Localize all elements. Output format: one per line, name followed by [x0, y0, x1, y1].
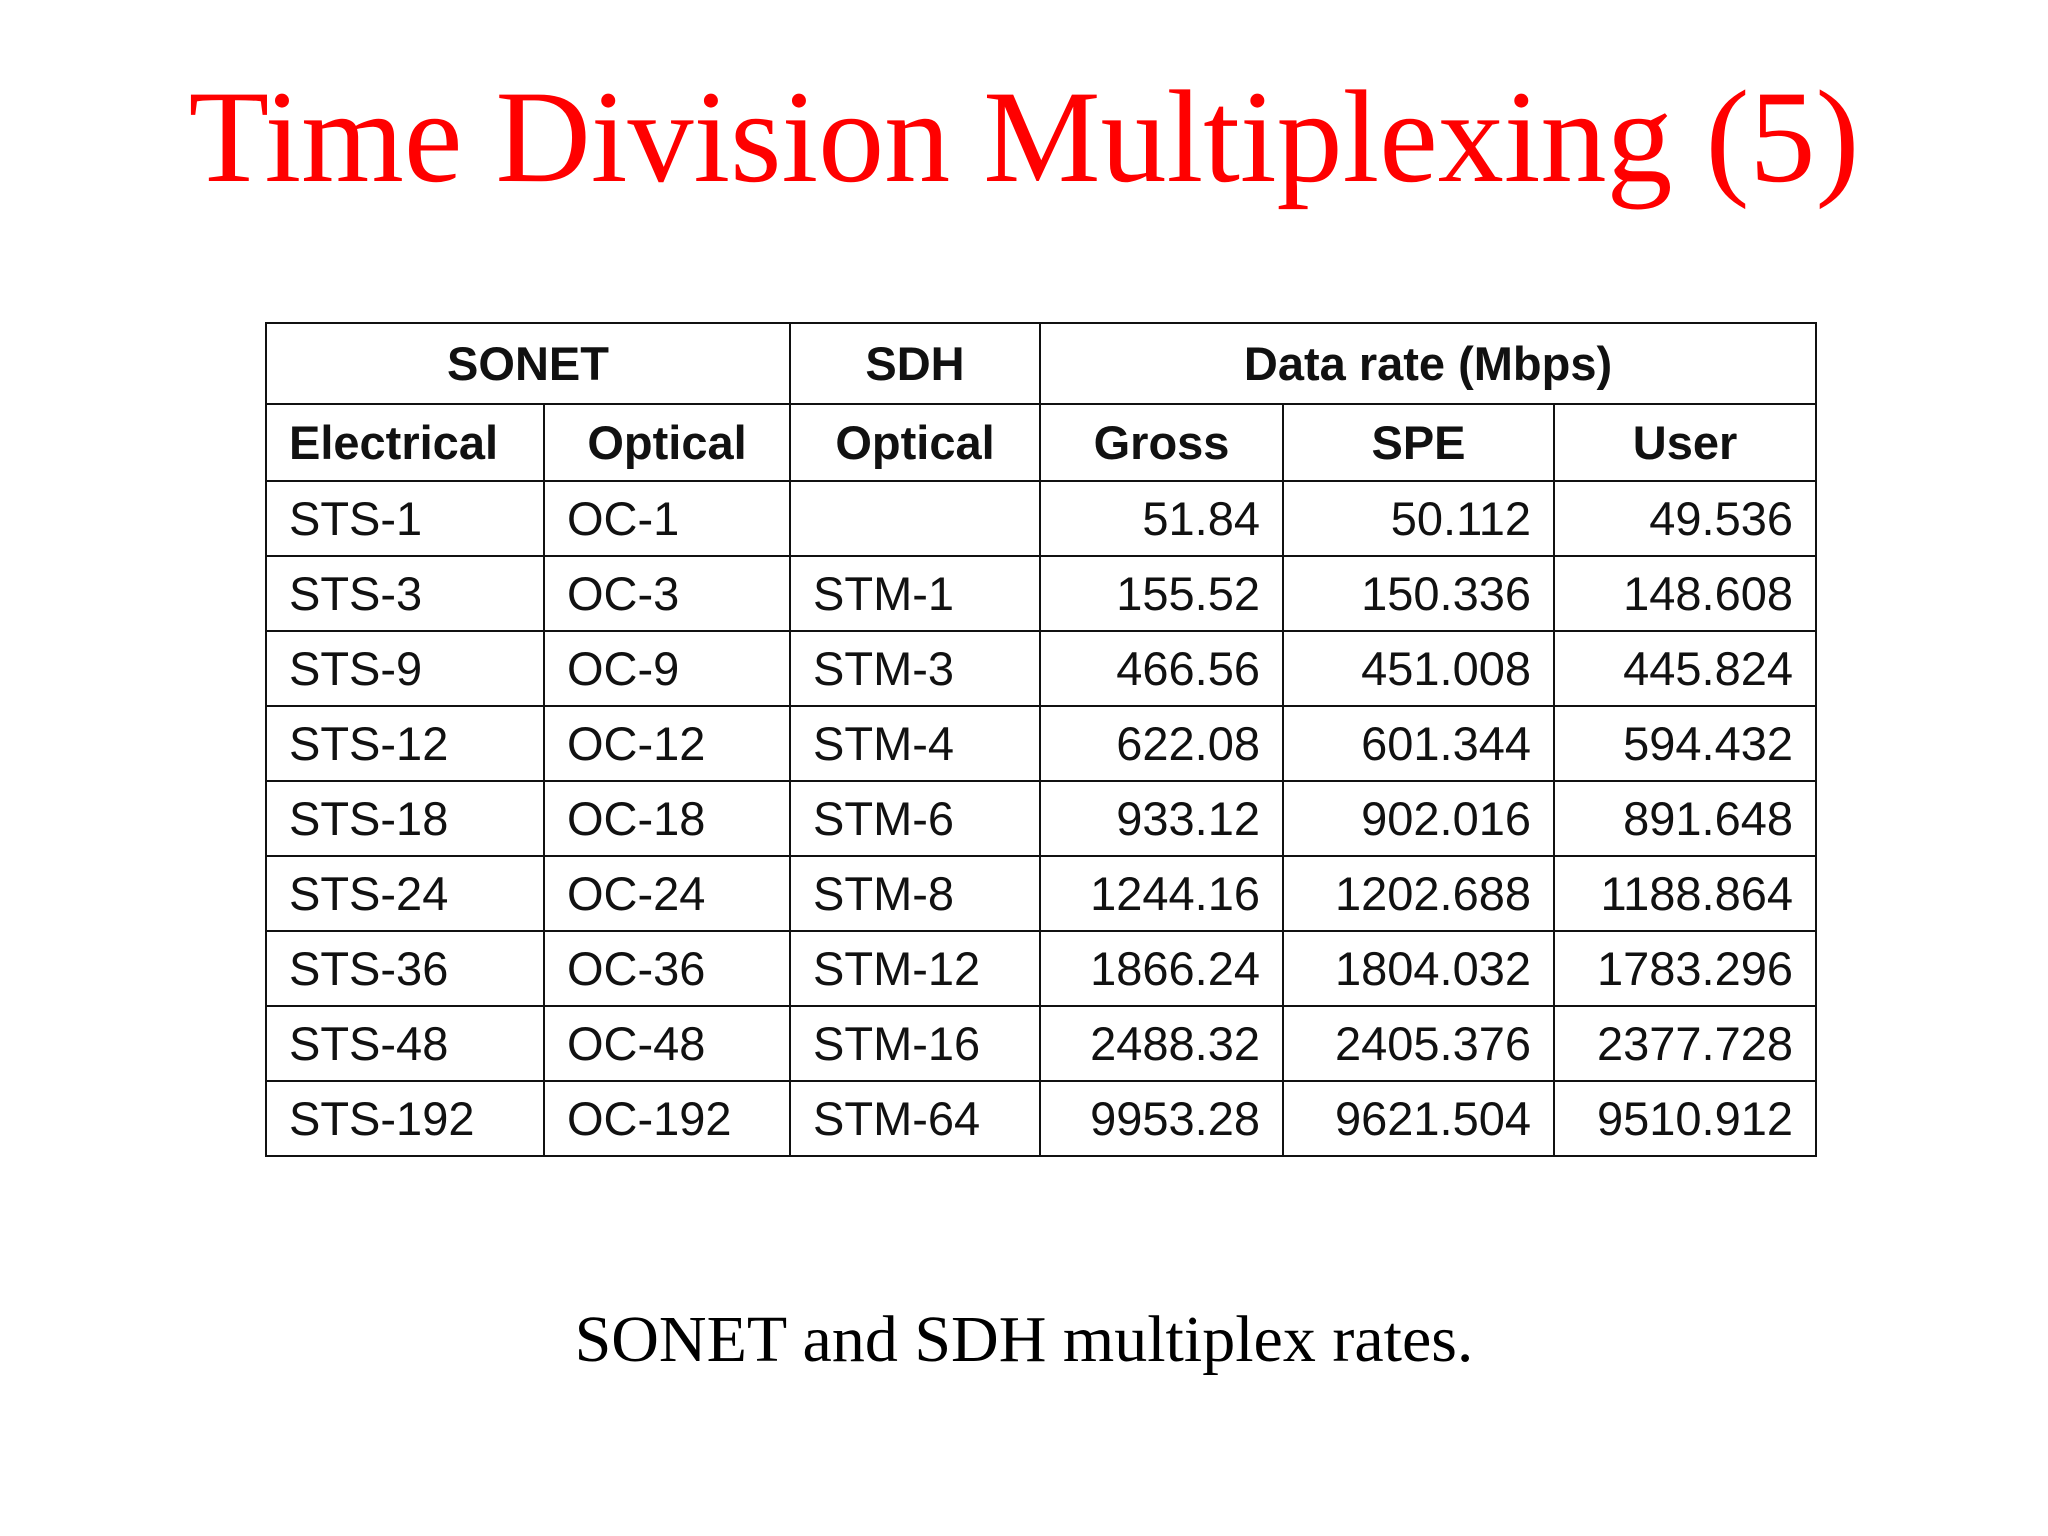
- header-electrical: Electrical: [265, 403, 545, 482]
- table-row: STS-9 OC-9 STM-3 466.56 451.008 445.824: [265, 630, 1818, 707]
- table-body: STS-1 OC-1 51.84 50.112 49.536 STS-3 OC-3 STM-1…: [265, 480, 1818, 1157]
- spe-cell: 601.344: [1282, 705, 1556, 782]
- user-cell: 9510.912: [1553, 1080, 1818, 1157]
- header-sonet: SONET: [264, 322, 792, 405]
- electrical-cell: STS-36: [265, 930, 545, 1007]
- table-row: STS-48 OC-48 STM-16 2488.32 2405.376 2377.728: [265, 1005, 1818, 1082]
- header-data-rate: Data rate (Mbps): [1039, 322, 1818, 405]
- slide-title: Time Division Multiplexing (5): [188, 63, 1860, 210]
- table-row: STS-24 OC-24 STM-8 1244.16 1202.688 1188.864: [265, 855, 1818, 932]
- header-gross: Gross: [1039, 403, 1285, 482]
- spe-cell: 50.112: [1282, 480, 1556, 557]
- electrical-cell: STS-3: [265, 555, 545, 632]
- optical-sdh-cell: STM-16: [789, 1005, 1042, 1082]
- optical-sonet-cell: OC-18: [542, 780, 792, 857]
- spe-cell: 9621.504: [1282, 1080, 1556, 1157]
- table-row: STS-1 OC-1 51.84 50.112 49.536: [265, 480, 1818, 557]
- user-cell: 2377.728: [1553, 1005, 1818, 1082]
- gross-cell: 1244.16: [1039, 855, 1285, 932]
- slide-caption: SONET and SDH multiplex rates.: [574, 1303, 1474, 1376]
- electrical-cell: STS-9: [265, 630, 545, 707]
- electrical-cell: STS-18: [265, 780, 545, 857]
- table-row: STS-3 OC-3 STM-1 155.52 150.336 148.608: [265, 555, 1818, 632]
- user-cell: 148.608: [1553, 555, 1818, 632]
- spe-cell: 451.008: [1282, 630, 1556, 707]
- header-spe: SPE: [1282, 403, 1556, 482]
- gross-cell: 1866.24: [1039, 930, 1285, 1007]
- optical-sonet-cell: OC-36: [542, 930, 792, 1007]
- gross-cell: 51.84: [1039, 480, 1285, 557]
- gross-cell: 933.12: [1039, 780, 1285, 857]
- spe-cell: 150.336: [1282, 555, 1556, 632]
- spe-cell: 2405.376: [1282, 1005, 1556, 1082]
- gross-cell: 9953.28: [1039, 1080, 1285, 1157]
- optical-sonet-cell: OC-12: [542, 705, 792, 782]
- electrical-cell: STS-48: [265, 1005, 545, 1082]
- table-row: STS-192 OC-192 STM-64 9953.28 9621.504 9510.9…: [265, 1080, 1818, 1157]
- user-cell: 49.536: [1553, 480, 1818, 557]
- user-cell: 891.648: [1553, 780, 1818, 857]
- electrical-cell: STS-24: [265, 855, 545, 932]
- sub-header-row: Electrical Optical Optical Gross SPE Use…: [265, 403, 1818, 482]
- electrical-cell: STS-1: [265, 480, 545, 557]
- optical-sonet-cell: OC-24: [542, 855, 792, 932]
- optical-sdh-cell: STM-8: [789, 855, 1042, 932]
- table-row: STS-12 OC-12 STM-4 622.08 601.344 594.432: [265, 705, 1818, 782]
- optical-sonet-cell: OC-48: [542, 1005, 792, 1082]
- gross-cell: 155.52: [1039, 555, 1285, 632]
- gross-cell: 622.08: [1039, 705, 1285, 782]
- optical-sonet-cell: OC-1: [542, 480, 792, 557]
- group-header-row: SONET SDH Data rate (Mbps): [264, 322, 1818, 405]
- user-cell: 1783.296: [1553, 930, 1818, 1007]
- optical-sdh-cell: STM-64: [789, 1080, 1042, 1157]
- optical-sdh-cell: STM-3: [789, 630, 1042, 707]
- header-sdh: SDH: [789, 322, 1042, 405]
- optical-sonet-cell: OC-9: [542, 630, 792, 707]
- table-row: STS-36 OC-36 STM-12 1866.24 1804.032 1783.296: [265, 930, 1818, 1007]
- electrical-cell: STS-12: [265, 705, 545, 782]
- optical-sdh-cell: STM-12: [789, 930, 1042, 1007]
- user-cell: 445.824: [1553, 630, 1818, 707]
- optical-sdh-cell: [789, 480, 1042, 557]
- user-cell: 1188.864: [1553, 855, 1818, 932]
- electrical-cell: STS-192: [265, 1080, 545, 1157]
- optical-sdh-cell: STM-1: [789, 555, 1042, 632]
- gross-cell: 2488.32: [1039, 1005, 1285, 1082]
- optical-sdh-cell: STM-4: [789, 705, 1042, 782]
- spe-cell: 1804.032: [1282, 930, 1556, 1007]
- optical-sdh-cell: STM-6: [789, 780, 1042, 857]
- spe-cell: 902.016: [1282, 780, 1556, 857]
- header-optical-sdh: Optical: [789, 403, 1042, 482]
- user-cell: 594.432: [1553, 705, 1818, 782]
- header-optical-sonet: Optical: [542, 403, 792, 482]
- header-user: User: [1553, 403, 1818, 482]
- table-row: STS-18 OC-18 STM-6 933.12 902.016 891.648: [265, 780, 1818, 857]
- optical-sonet-cell: OC-3: [542, 555, 792, 632]
- multiplex-rates-table: SONET SDH Data rate (Mbps) Electrical Op…: [264, 322, 1818, 1157]
- gross-cell: 466.56: [1039, 630, 1285, 707]
- spe-cell: 1202.688: [1282, 855, 1556, 932]
- optical-sonet-cell: OC-192: [542, 1080, 792, 1157]
